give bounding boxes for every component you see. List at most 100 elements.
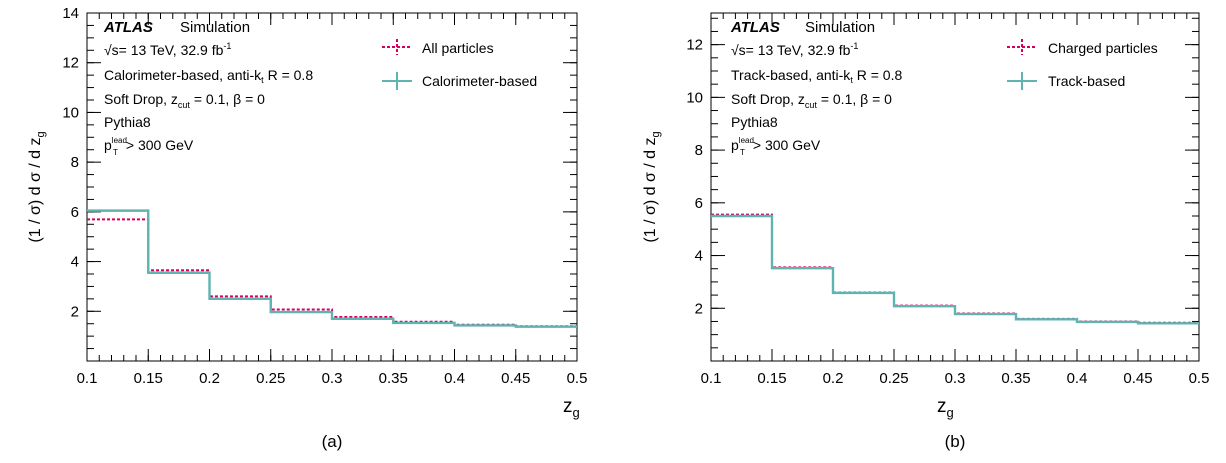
y-tick-label: 12 <box>686 37 703 54</box>
x-tick-label: 0.3 <box>322 370 343 387</box>
atlas-label: ATLAS <box>103 19 153 36</box>
legend-entry-calorimeter-based: Calorimeter-based <box>382 72 537 90</box>
x-axis-label-main: z <box>563 396 573 417</box>
y-axis-label-main: (1 / σ) d σ / d z <box>27 138 44 243</box>
panel-b: 0.1 0.15 0.2 0.25 0.3 0.35 0.4 0.45 0.524681012 … <box>642 12 1209 451</box>
annotation-block: ATLAS Simulation √s= 13 TeV, 32.9 fb-1 T… <box>730 19 902 157</box>
pt-cut-suffix: > 300 GeV <box>749 137 821 153</box>
panel-label: (b) <box>945 432 966 451</box>
y-tick-label: 14 <box>62 5 79 22</box>
algorithm-sub: t <box>261 75 264 85</box>
pt-cut-label: plead T > 300 GeV <box>731 136 821 157</box>
axes: 0.1 0.15 0.2 0.25 0.3 0.35 0.4 0.45 0.5 2 4 6 8 10 12 <box>686 13 1209 387</box>
y-tick-label: 8 <box>695 142 703 159</box>
x-tick-label: 0.2 <box>823 370 844 387</box>
generator-label: Pythia8 <box>104 114 151 130</box>
annotation-block: ATLAS Simulation √s= 13 TeV, 32.9 fb-1 C… <box>103 19 313 157</box>
x-tick-label: 0.45 <box>1123 370 1152 387</box>
series-all-particles-line <box>87 218 577 328</box>
legend: Charged particles Track-based <box>1007 39 1158 90</box>
energy-lumi-label: √s= 13 TeV, 32.9 fb-1 <box>104 41 231 58</box>
x-tick-label: 0.4 <box>444 370 465 387</box>
y-tick-label: 6 <box>71 204 79 221</box>
simulation-label: Simulation <box>180 19 250 36</box>
y-axis-label: (1 / σ) d σ / d zg <box>642 131 662 242</box>
soft-drop-main: Soft Drop, z <box>104 91 178 107</box>
axes: 0.1 0.15 0.2 0.25 0.3 0.35 0.4 0.45 0.5 2 4 6 8 10 12 1… <box>62 5 587 387</box>
generator-label: Pythia8 <box>731 114 778 130</box>
soft-drop-label: Soft Drop, zcut = 0.1, β = 0 <box>104 91 265 110</box>
x-tick-label: 0.5 <box>567 370 588 387</box>
x-axis-label-main: z <box>937 396 947 417</box>
y-tick-label: 2 <box>695 300 703 317</box>
panel-a: 0.1 0.15 0.2 0.25 0.3 0.35 0.4 0.45 0.5 2 4 6 8 10 12 1… <box>27 5 587 451</box>
legend-label-calorimeter-based: Calorimeter-based <box>422 73 537 89</box>
y-tick-label: 12 <box>62 55 79 72</box>
y-tick-label: 10 <box>62 104 79 121</box>
x-tick-label: 0.1 <box>77 370 98 387</box>
series-track-based-line <box>711 214 1199 325</box>
energy-lumi-sup: -1 <box>850 41 858 51</box>
x-tick-label: 0.35 <box>379 370 408 387</box>
y-tick-label: 6 <box>695 195 703 212</box>
x-tick-label: 0.2 <box>199 370 220 387</box>
legend: All particles Calorimeter-based <box>382 39 537 90</box>
legend-entry-all-particles: All particles <box>382 39 494 56</box>
soft-drop-main: Soft Drop, z <box>731 91 805 107</box>
soft-drop-label: Soft Drop, zcut = 0.1, β = 0 <box>731 91 892 110</box>
algorithm-suffix: R = 0.8 <box>264 67 314 83</box>
pt-cut-base: p <box>104 137 112 153</box>
algorithm-main: Calorimeter-based, anti-k <box>104 67 262 83</box>
soft-drop-suffix: = 0.1, β = 0 <box>817 91 892 107</box>
x-tick-label: 0.25 <box>256 370 285 387</box>
pt-cut-sup: lead <box>112 136 127 145</box>
series-group <box>87 209 577 328</box>
atlas-label: ATLAS <box>730 19 780 36</box>
x-tick-label: 0.1 <box>701 370 722 387</box>
soft-drop-sub: cut <box>178 100 191 110</box>
x-axis-label-sub: g <box>947 405 954 420</box>
y-tick-label: 8 <box>71 154 79 171</box>
series-group <box>711 213 1199 325</box>
legend-entry-charged-particles: Charged particles <box>1007 39 1158 56</box>
y-axis-label-sub: g <box>650 131 662 137</box>
legend-label-charged-particles: Charged particles <box>1048 40 1158 56</box>
soft-drop-suffix: = 0.1, β = 0 <box>190 91 265 107</box>
panel-label: (a) <box>322 432 343 451</box>
algorithm-label: Track-based, anti-kt R = 0.8 <box>731 67 902 85</box>
pt-cut-sub: T <box>740 148 745 157</box>
algorithm-sub: t <box>850 75 853 85</box>
x-tick-label: 0.3 <box>945 370 966 387</box>
simulation-label: Simulation <box>805 19 875 36</box>
pt-cut-label: plead T > 300 GeV <box>104 136 194 157</box>
pt-cut-sup: lead <box>739 136 754 145</box>
algorithm-main: Track-based, anti-k <box>731 67 851 83</box>
x-tick-label: 0.4 <box>1067 370 1088 387</box>
x-tick-label: 0.15 <box>757 370 786 387</box>
y-tick-label: 4 <box>695 248 703 265</box>
x-tick-label: 0.25 <box>879 370 908 387</box>
x-tick-label: 0.35 <box>1001 370 1030 387</box>
series-calorimeter-based-line <box>87 209 577 328</box>
y-tick-label: 4 <box>71 254 79 271</box>
y-axis-label-main: (1 / σ) d σ / d z <box>642 138 659 243</box>
energy-lumi-main: √s= 13 TeV, 32.9 fb <box>731 42 851 58</box>
legend-label-track-based: Track-based <box>1048 73 1125 89</box>
soft-drop-sub: cut <box>805 100 818 110</box>
algorithm-label: Calorimeter-based, anti-kt R = 0.8 <box>104 67 313 85</box>
x-tick-label: 0.45 <box>501 370 530 387</box>
x-axis-label: zg <box>937 396 954 420</box>
x-tick-label: 0.5 <box>1189 370 1210 387</box>
algorithm-suffix: R = 0.8 <box>853 67 903 83</box>
y-tick-label: 10 <box>686 89 703 106</box>
x-axis-label-sub: g <box>573 405 580 420</box>
pt-cut-base: p <box>731 137 739 153</box>
y-axis-label: (1 / σ) d σ / d zg <box>27 131 47 242</box>
x-axis-label: zg <box>563 396 580 420</box>
x-tick-label: 0.15 <box>134 370 163 387</box>
pt-cut-sub: T <box>113 148 118 157</box>
y-axis-label-sub: g <box>35 131 47 137</box>
legend-entry-track-based: Track-based <box>1007 72 1125 90</box>
